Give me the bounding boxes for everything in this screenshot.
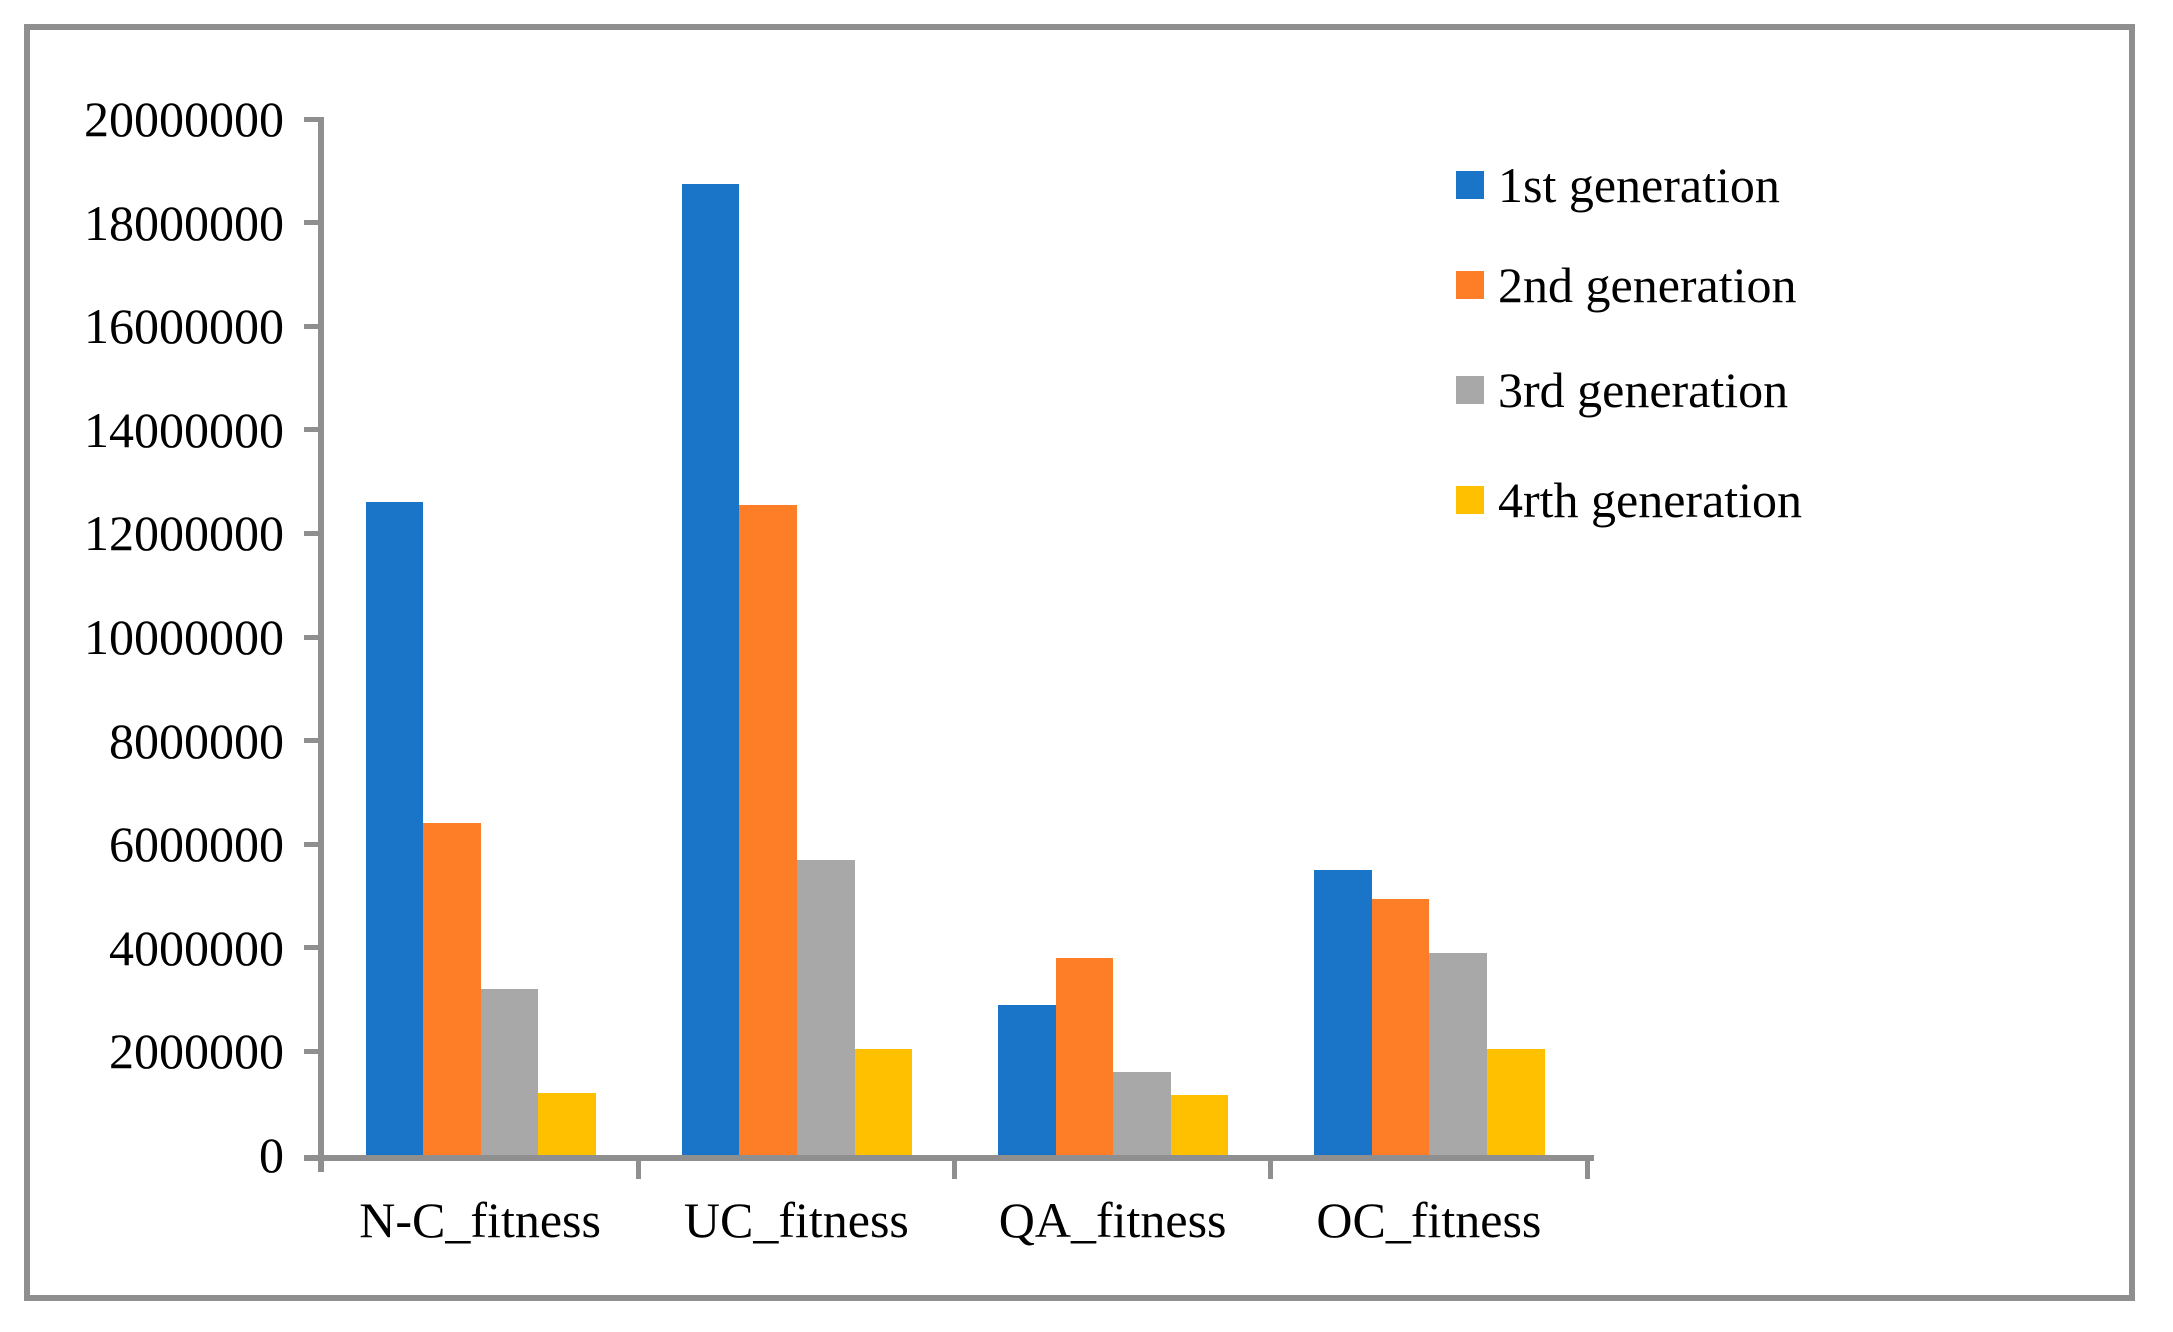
y-axis-line [318,117,324,1172]
x-axis-tick [635,1161,641,1179]
legend-swatch-3rd-generation [1456,376,1484,404]
bar-UC_fitness-4rth-generation [854,1048,913,1155]
bar-OC_fitness-4rth-generation [1487,1048,1545,1155]
bar-UC_fitness-3rd-generation [796,859,855,1155]
x-axis-tick [1268,1161,1274,1179]
y-axis-tick-label: 6000000 [109,816,284,873]
y-axis-tick [304,530,318,536]
x-axis-line [304,1155,1594,1161]
legend-swatch-2nd-generation [1456,271,1484,299]
legend-label-3rd-generation: 3rd generation [1498,362,1789,418]
y-axis-tick [304,841,318,847]
x-axis-category-label: N-C_fitness [359,1192,601,1248]
bar-OC_fitness-2nd-generation [1371,898,1430,1155]
x-axis-category-label: UC_fitness [683,1192,909,1248]
y-axis-tick-label: 2000000 [109,1023,284,1080]
y-axis-tick [304,116,318,122]
y-axis-tick [304,738,318,744]
y-axis-tick-label: 8000000 [109,712,284,769]
bar-QA_fitness-4rth-generation [1170,1095,1229,1155]
bar-UC_fitness-1st-generation [681,183,740,1155]
legend-swatch-4rth-generation [1456,486,1484,514]
x-axis-category-label: OC_fitness [1316,1192,1542,1248]
y-axis-tick-label: 12000000 [84,505,284,562]
y-axis-tick [304,220,318,226]
x-axis-tick [1584,1161,1590,1179]
y-axis-tick [304,1048,318,1054]
bar-OC_fitness-3rd-generation [1429,952,1488,1155]
y-axis-tick-label: 4000000 [109,919,284,976]
y-axis-tick [304,945,318,951]
y-axis-tick-label: 14000000 [84,401,284,458]
bar-UC_fitness-2nd-generation [739,504,797,1155]
bar-QA_fitness-2nd-generation [1055,958,1114,1155]
legend-label-2nd-generation: 2nd generation [1498,257,1797,313]
y-axis-tick-label: 10000000 [84,609,284,665]
y-axis-tick-label: 0 [259,1127,284,1183]
legend-label-4rth-generation: 4rth generation [1498,472,1803,528]
chart-border [24,24,2135,1301]
y-axis-tick-label: 16000000 [84,298,284,355]
bar-N-C_fitness-3rd-generation [480,989,539,1155]
y-axis-tick [304,634,318,640]
x-axis-tick [952,1161,957,1179]
bar-QA_fitness-1st-generation [998,1004,1056,1155]
x-axis-category-label: QA_fitness [998,1192,1227,1248]
legend-swatch-1st-generation [1456,171,1484,199]
y-axis-tick-label: 18000000 [84,194,284,251]
bar-N-C_fitness-4rth-generation [538,1092,596,1155]
legend-label-1st-generation: 1st generation [1498,157,1780,213]
y-axis-tick [304,323,318,329]
bar-OC_fitness-1st-generation [1314,870,1372,1155]
y-axis-tick [304,427,318,433]
y-axis-tick-label: 20000000 [84,91,284,147]
bar-N-C_fitness-2nd-generation [423,823,481,1155]
bar-N-C_fitness-1st-generation [365,502,424,1155]
bar-QA_fitness-3rd-generation [1113,1072,1171,1155]
